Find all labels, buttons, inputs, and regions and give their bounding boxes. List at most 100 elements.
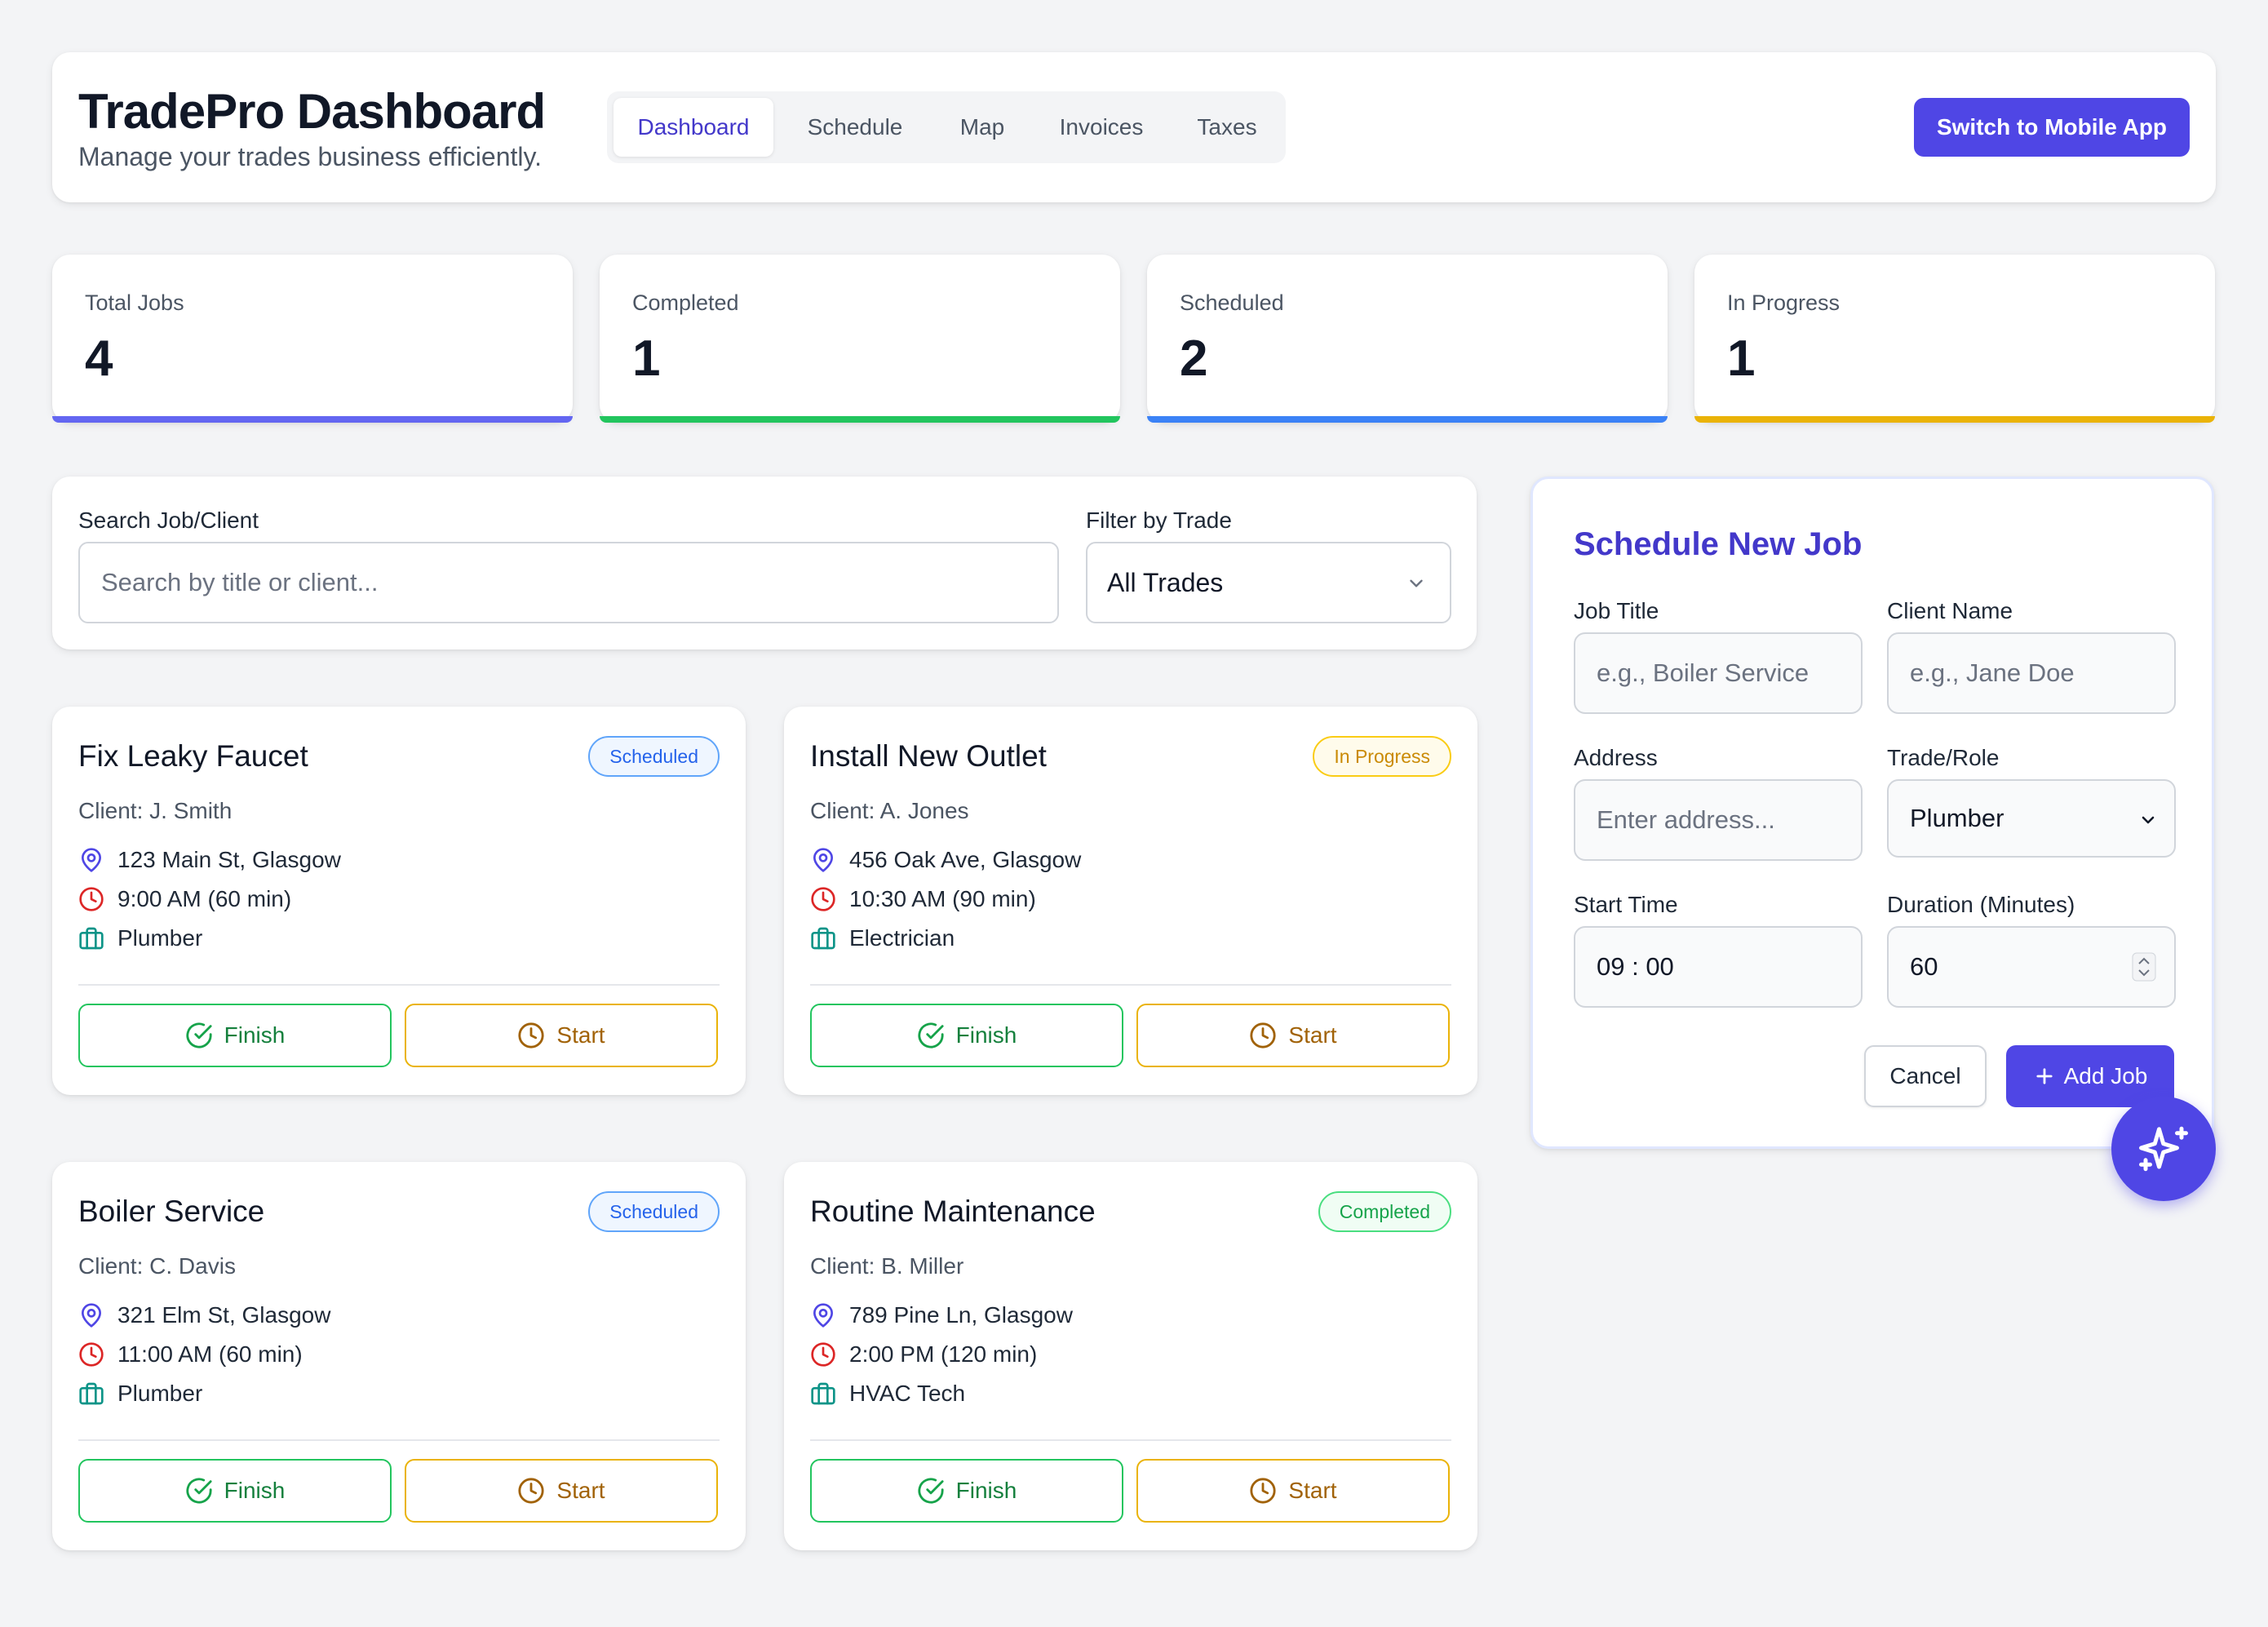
tab-map[interactable]: Map: [959, 114, 1005, 140]
divider: [810, 1439, 1451, 1441]
trade-filter-select[interactable]: All Trades: [1086, 542, 1451, 623]
divider: [78, 1439, 720, 1441]
job-address-row: 456 Oak Ave, Glasgow: [810, 847, 1081, 873]
job-trade: Plumber: [117, 925, 203, 951]
clock-icon: [811, 887, 835, 911]
job-time: 2:00 PM (120 min): [849, 1341, 1038, 1367]
map-pin-icon: [82, 1303, 101, 1328]
stat-value: 2: [1180, 330, 1208, 387]
job-time-row: 11:00 AM (60 min): [78, 1341, 303, 1368]
duration-value: 60: [1910, 952, 1938, 981]
nav-tabs: Dashboard Schedule Map Invoices Taxes: [607, 91, 1286, 163]
tab-taxes[interactable]: Taxes: [1197, 114, 1257, 140]
form-title: Schedule New Job: [1574, 526, 1863, 562]
finish-button[interactable]: Finish: [78, 1004, 392, 1067]
job-time: 10:30 AM (90 min): [849, 886, 1036, 911]
start-label: Start: [556, 1022, 605, 1048]
start-time-value: 09 : 00: [1597, 952, 1674, 981]
job-address-row: 123 Main St, Glasgow: [78, 847, 341, 873]
add-job-label: Add Job: [2063, 1063, 2148, 1088]
start-button[interactable]: Start: [405, 1004, 718, 1067]
finish-label: Finish: [955, 1478, 1017, 1503]
clock-icon: [1250, 1022, 1277, 1048]
ai-assistant-fab[interactable]: [2111, 1097, 2216, 1201]
job-title: Fix Leaky Faucet: [78, 739, 308, 773]
stat-accent-bar: [1694, 416, 2215, 423]
check-circle-icon: [918, 1478, 944, 1504]
check-circle-icon: [918, 1022, 944, 1048]
start-button[interactable]: Start: [1136, 1459, 1450, 1523]
finish-button[interactable]: Finish: [78, 1459, 392, 1523]
stat-accent-bar: [52, 416, 573, 423]
job-time-row: 9:00 AM (60 min): [78, 886, 291, 912]
client-name-input[interactable]: [1887, 632, 2176, 714]
finish-button[interactable]: Finish: [810, 1459, 1123, 1523]
stat-card-total: Total Jobs 4: [52, 255, 573, 423]
clock-icon: [518, 1478, 545, 1504]
briefcase-icon: [811, 1382, 835, 1405]
job-address-row: 789 Pine Ln, Glasgow: [810, 1302, 1073, 1328]
plus-icon: [2036, 1068, 2053, 1084]
check-circle-icon: [186, 1022, 212, 1048]
status-badge: Completed: [1318, 1191, 1451, 1232]
job-client: Client: J. Smith: [78, 798, 233, 823]
trade-role-select[interactable]: Plumber: [1887, 779, 2176, 858]
map-pin-icon: [813, 1303, 833, 1328]
sparkles-icon: [2139, 1126, 2188, 1172]
clock-icon: [811, 1342, 835, 1367]
start-label: Start: [1288, 1022, 1337, 1048]
job-client: Client: C. Davis: [78, 1253, 236, 1279]
trade-filter-value: All Trades: [1107, 568, 1224, 597]
cancel-button[interactable]: Cancel: [1864, 1045, 1987, 1107]
header-card: TradePro Dashboard Manage your trades bu…: [52, 52, 2216, 202]
finish-button[interactable]: Finish: [810, 1004, 1123, 1067]
divider: [78, 984, 720, 986]
chevron-down-icon: [2142, 816, 2155, 824]
spinner-arrows-icon[interactable]: [2132, 952, 2156, 982]
stat-card-scheduled: Scheduled 2: [1147, 255, 1668, 423]
start-time-input[interactable]: 09 : 00: [1574, 926, 1863, 1008]
address-label: Address: [1574, 745, 1658, 770]
finish-label: Finish: [955, 1022, 1017, 1048]
start-button[interactable]: Start: [1136, 1004, 1450, 1067]
map-pin-icon: [813, 848, 833, 872]
job-client: Client: A. Jones: [810, 798, 969, 823]
tab-invoices[interactable]: Invoices: [1059, 114, 1144, 140]
check-circle-icon: [186, 1478, 212, 1504]
finish-label: Finish: [224, 1478, 286, 1503]
job-title: Routine Maintenance: [810, 1195, 1096, 1228]
finish-label: Finish: [224, 1022, 286, 1048]
stat-card-in-progress: In Progress 1: [1694, 255, 2215, 423]
briefcase-icon: [811, 927, 835, 950]
job-trade: Plumber: [117, 1381, 203, 1406]
stat-label: Scheduled: [1180, 290, 1284, 315]
job-card: Install New Outlet In Progress Client: A…: [784, 707, 1477, 1095]
job-time: 11:00 AM (60 min): [117, 1341, 303, 1367]
app-subtitle: Manage your trades business efficiently.: [78, 142, 543, 171]
search-label: Search Job/Client: [78, 508, 259, 533]
start-label: Start: [556, 1478, 605, 1503]
start-label: Start: [1288, 1478, 1337, 1503]
tab-schedule[interactable]: Schedule: [807, 114, 903, 140]
job-time: 9:00 AM (60 min): [117, 886, 292, 911]
search-input[interactable]: [78, 542, 1059, 623]
job-title-input[interactable]: [1574, 632, 1863, 714]
stat-card-completed: Completed 1: [600, 255, 1120, 423]
duration-input[interactable]: 60: [1887, 926, 2176, 1008]
clock-icon: [79, 887, 104, 911]
address-input[interactable]: [1574, 779, 1863, 861]
chevron-down-icon: [1410, 579, 1423, 587]
status-badge: Scheduled: [588, 1191, 720, 1232]
filter-label: Filter by Trade: [1086, 508, 1232, 533]
clock-icon: [1250, 1478, 1277, 1504]
start-time-label: Start Time: [1574, 892, 1678, 917]
divider: [810, 984, 1451, 986]
switch-to-mobile-button[interactable]: Switch to Mobile App: [1914, 98, 2190, 157]
job-title: Install New Outlet: [810, 739, 1047, 773]
job-card: Routine Maintenance Completed Client: B.…: [784, 1162, 1477, 1550]
start-button[interactable]: Start: [405, 1459, 718, 1523]
app-title: TradePro Dashboard: [78, 84, 546, 139]
tab-dashboard[interactable]: Dashboard: [614, 98, 773, 157]
add-job-button[interactable]: Add Job: [2006, 1045, 2174, 1107]
job-time-row: 2:00 PM (120 min): [810, 1341, 1037, 1368]
